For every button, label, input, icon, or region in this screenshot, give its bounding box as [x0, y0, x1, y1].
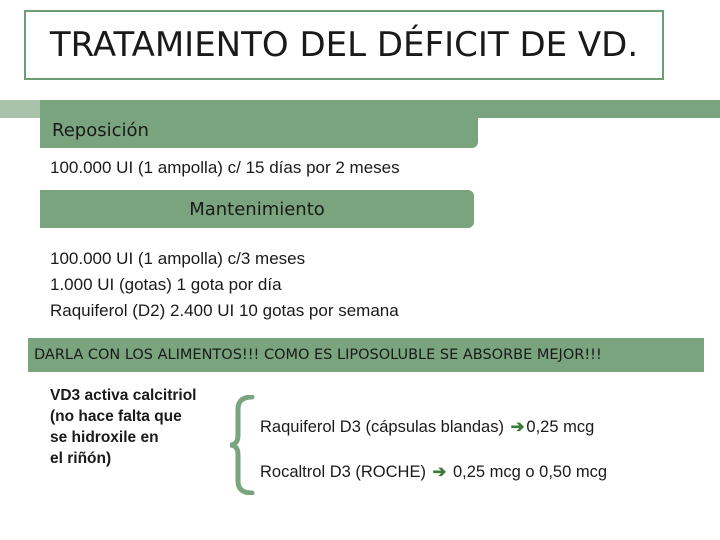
banner-text: DARLA CON LOS ALIMENTOS!!! COMO ES LIPOS…	[34, 347, 602, 363]
left-brace-icon	[229, 395, 255, 495]
mantenimiento-line: 100.000 UI (1 ampolla) c/3 meses	[50, 249, 306, 268]
vd3-note-line: el riñón)	[50, 450, 112, 467]
option-dose: 0,25 mcg	[526, 418, 595, 436]
option-dose: 0,25 mcg o 0,50 mcg	[448, 463, 608, 481]
mantenimiento-line: Raquiferol (D2) 2.400 UI 10 gotas por se…	[50, 301, 399, 320]
option-name: Raquiferol D3 (cápsulas blandas)	[260, 418, 509, 436]
option-rocaltrol: Rocaltrol D3 (ROCHE) ➔ 0,25 mcg o 0,50 m…	[260, 462, 607, 482]
food-warning-banner: DARLA CON LOS ALIMENTOS!!! COMO ES LIPOS…	[28, 338, 704, 372]
vd3-note-line: (no hace falta que	[50, 408, 182, 425]
vd3-note-line: VD3 activa calcitriol	[50, 387, 197, 404]
reposicion-label: Reposición	[52, 119, 149, 141]
reposicion-header: Reposición	[40, 112, 478, 148]
vd3-note-line: se hidroxile en	[50, 429, 159, 446]
mantenimiento-line: 1.000 UI (gotas) 1 gota por día	[50, 275, 282, 294]
decorative-bar-accent	[0, 100, 40, 118]
mantenimiento-header: Mantenimiento	[40, 190, 474, 228]
option-raquiferol: Raquiferol D3 (cápsulas blandas) ➔ 0,25 m…	[260, 417, 594, 437]
option-name: Rocaltrol D3 (ROCHE)	[260, 463, 431, 481]
title-box: TRATAMIENTO DEL DÉFICIT DE VD.	[24, 10, 664, 80]
page-title: TRATAMIENTO DEL DÉFICIT DE VD.	[49, 25, 639, 65]
right-arrow-icon: ➔	[432, 463, 447, 481]
right-arrow-icon: ➔	[510, 418, 525, 436]
vd3-note: VD3 activa calcitriol (no hace falta que…	[50, 385, 220, 469]
reposicion-line: 100.000 UI (1 ampolla) c/ 15 días por 2 …	[50, 158, 400, 177]
mantenimiento-label: Mantenimiento	[189, 198, 325, 220]
